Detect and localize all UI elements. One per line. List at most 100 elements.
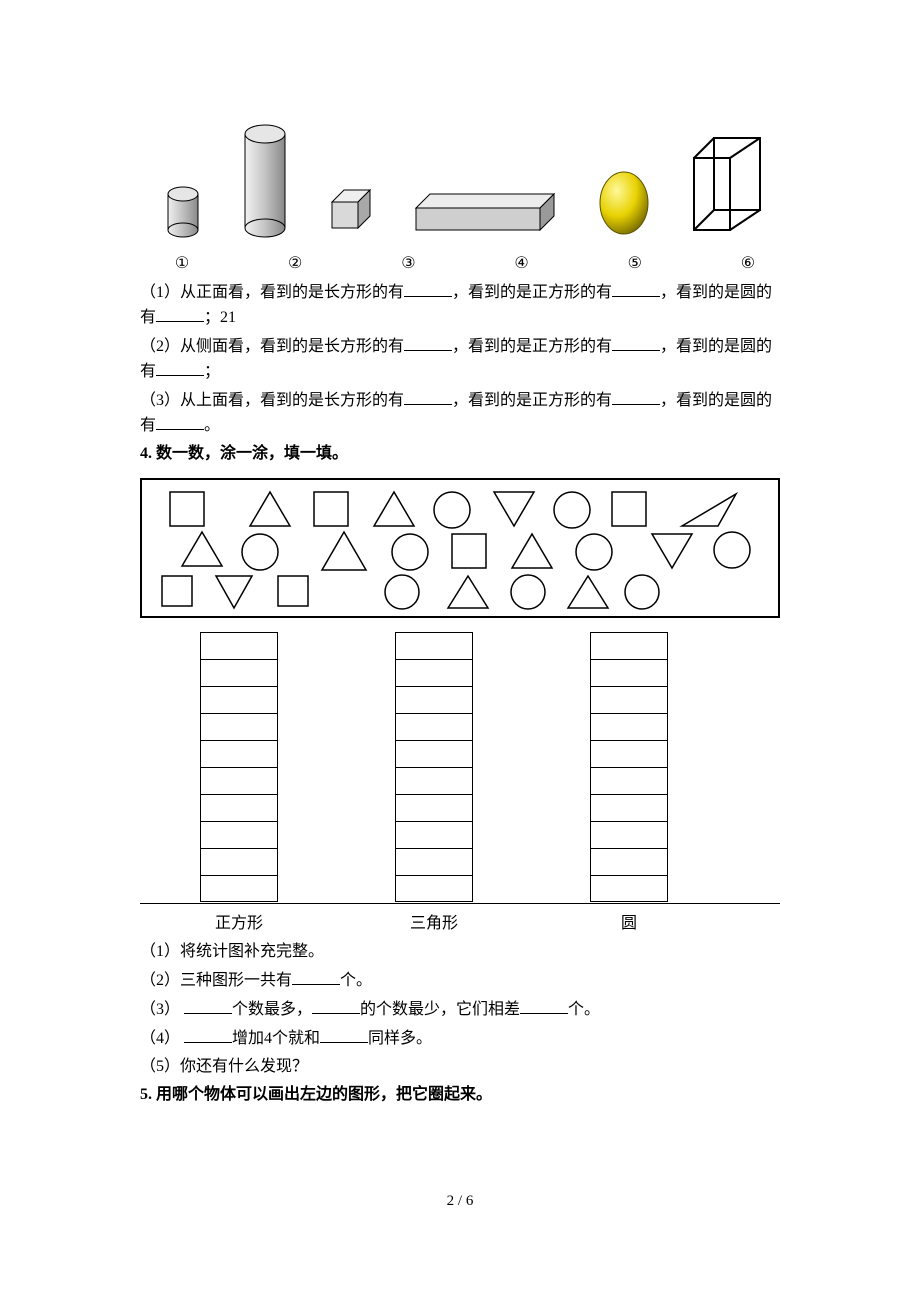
blank[interactable] xyxy=(312,997,360,1014)
blank[interactable] xyxy=(612,280,660,297)
blank[interactable] xyxy=(156,359,204,376)
blank[interactable] xyxy=(520,997,568,1014)
stack-cell[interactable] xyxy=(395,767,473,794)
stack-column xyxy=(395,632,473,902)
text: ，看到的是正方形的有 xyxy=(452,284,612,301)
blank[interactable] xyxy=(612,334,660,351)
stack-cell[interactable] xyxy=(590,713,668,740)
text: 增加4个就和 xyxy=(232,1030,320,1047)
solid-long-cuboid xyxy=(410,186,560,238)
stack-cell[interactable] xyxy=(200,794,278,821)
solid-wireframe-cuboid xyxy=(688,130,770,238)
stack-cell[interactable] xyxy=(590,821,668,848)
stack-cell[interactable] xyxy=(395,713,473,740)
label-5: ⑤ xyxy=(623,252,647,276)
stack-cell[interactable] xyxy=(590,740,668,767)
stack-cell[interactable] xyxy=(395,848,473,875)
cuboid-wire-icon xyxy=(688,130,770,238)
text: 个。 xyxy=(340,972,372,989)
q4-s1: （1）将统计图补充完整。 xyxy=(140,940,780,964)
stacks-area xyxy=(140,624,780,904)
stack-cell[interactable] xyxy=(200,740,278,767)
stack-column xyxy=(590,632,668,902)
text: ； xyxy=(204,363,220,380)
ellipsoid-icon xyxy=(589,168,659,238)
text: 的个数最少，它们相差 xyxy=(360,1001,520,1018)
text: （3）从上面看，看到的是长方形的有 xyxy=(140,392,404,409)
cube-icon xyxy=(324,182,382,238)
blank[interactable] xyxy=(320,1026,368,1043)
stack-cell[interactable] xyxy=(395,659,473,686)
stack-cell[interactable] xyxy=(395,794,473,821)
q3-line1: （1）从正面看，看到的是长方形的有，看到的是正方形的有，看到的是圆的有；21 xyxy=(140,280,780,330)
label-2: ② xyxy=(283,252,307,276)
worksheet-page: ① ② ③ ④ ⑤ ⑥ （1）从正面看，看到的是长方形的有，看到的是正方形的有，… xyxy=(0,0,920,1302)
blank[interactable] xyxy=(184,1026,232,1043)
stack-cell[interactable] xyxy=(200,713,278,740)
stack-cell[interactable] xyxy=(590,875,668,902)
blank[interactable] xyxy=(404,334,452,351)
stack-cell[interactable] xyxy=(200,632,278,659)
text: 。 xyxy=(204,417,220,434)
stack-label: 圆 xyxy=(590,912,668,936)
stack-cell[interactable] xyxy=(395,875,473,902)
stack-cell[interactable] xyxy=(200,659,278,686)
text: （2）三种图形一共有 xyxy=(140,972,292,989)
text: 个数最多， xyxy=(232,1001,312,1018)
stack-cell[interactable] xyxy=(395,821,473,848)
q4-s4: （4） 增加4个就和同样多。 xyxy=(140,1026,780,1051)
solids-label-row: ① ② ③ ④ ⑤ ⑥ xyxy=(140,252,780,276)
stack-labels-row: 正方形 三角形 圆 xyxy=(140,912,780,936)
stack-cell[interactable] xyxy=(200,686,278,713)
stack-cell[interactable] xyxy=(590,659,668,686)
stack-cell[interactable] xyxy=(590,632,668,659)
text: （4） xyxy=(140,1030,184,1047)
q5-title: 5. 用哪个物体可以画出左边的图形，把它圈起来。 xyxy=(140,1083,780,1107)
label-6: ⑥ xyxy=(736,252,760,276)
blank[interactable] xyxy=(156,305,204,322)
stack-cell[interactable] xyxy=(200,848,278,875)
stack-cell[interactable] xyxy=(590,767,668,794)
stack-cell[interactable] xyxy=(590,848,668,875)
stack-column xyxy=(200,632,278,902)
blank[interactable] xyxy=(612,388,660,405)
q4-s3: （3） 个数最多， 的个数最少，它们相差 个。 xyxy=(140,997,780,1022)
solid-ellipsoid xyxy=(589,168,659,238)
q4-s5: （5）你还有什么发现？ xyxy=(140,1055,780,1079)
text: ；21 xyxy=(204,309,236,326)
blank[interactable] xyxy=(404,280,452,297)
label-3: ③ xyxy=(396,252,420,276)
cylinder-tall-icon xyxy=(235,120,295,238)
text: 个。 xyxy=(568,1001,600,1018)
stack-cell[interactable] xyxy=(590,686,668,713)
q4-title: 4. 数一数，涂一涂，填一填。 xyxy=(140,442,780,466)
text: （1）从正面看，看到的是长方形的有 xyxy=(140,284,404,301)
stack-label: 正方形 xyxy=(200,912,278,936)
solid-tall-cylinder xyxy=(235,120,295,238)
solid-cube xyxy=(324,182,382,238)
blank[interactable] xyxy=(292,968,340,985)
text: （2）从侧面看，看到的是长方形的有 xyxy=(140,338,404,355)
label-4: ④ xyxy=(510,252,534,276)
stack-cell[interactable] xyxy=(395,632,473,659)
shapes-box xyxy=(140,478,780,618)
stack-cell[interactable] xyxy=(395,686,473,713)
q3-line2: （2）从侧面看，看到的是长方形的有，看到的是正方形的有，看到的是圆的有； xyxy=(140,334,780,384)
stack-cell[interactable] xyxy=(590,794,668,821)
label-1: ① xyxy=(170,252,194,276)
blank[interactable] xyxy=(404,388,452,405)
q3-line3: （3）从上面看，看到的是长方形的有，看到的是正方形的有，看到的是圆的有。 xyxy=(140,388,780,438)
cuboid-long-icon xyxy=(410,186,560,238)
solids-figure-row xyxy=(140,120,780,246)
solid-small-cylinder xyxy=(160,174,206,238)
stack-label: 三角形 xyxy=(395,912,473,936)
shapes-svg xyxy=(142,480,778,616)
blank[interactable] xyxy=(184,997,232,1014)
stack-cell[interactable] xyxy=(200,875,278,902)
stack-cell[interactable] xyxy=(200,767,278,794)
text: （3） xyxy=(140,1001,184,1018)
stack-cell[interactable] xyxy=(200,821,278,848)
blank[interactable] xyxy=(156,413,204,430)
cylinder-small-icon xyxy=(160,174,206,238)
stack-cell[interactable] xyxy=(395,740,473,767)
